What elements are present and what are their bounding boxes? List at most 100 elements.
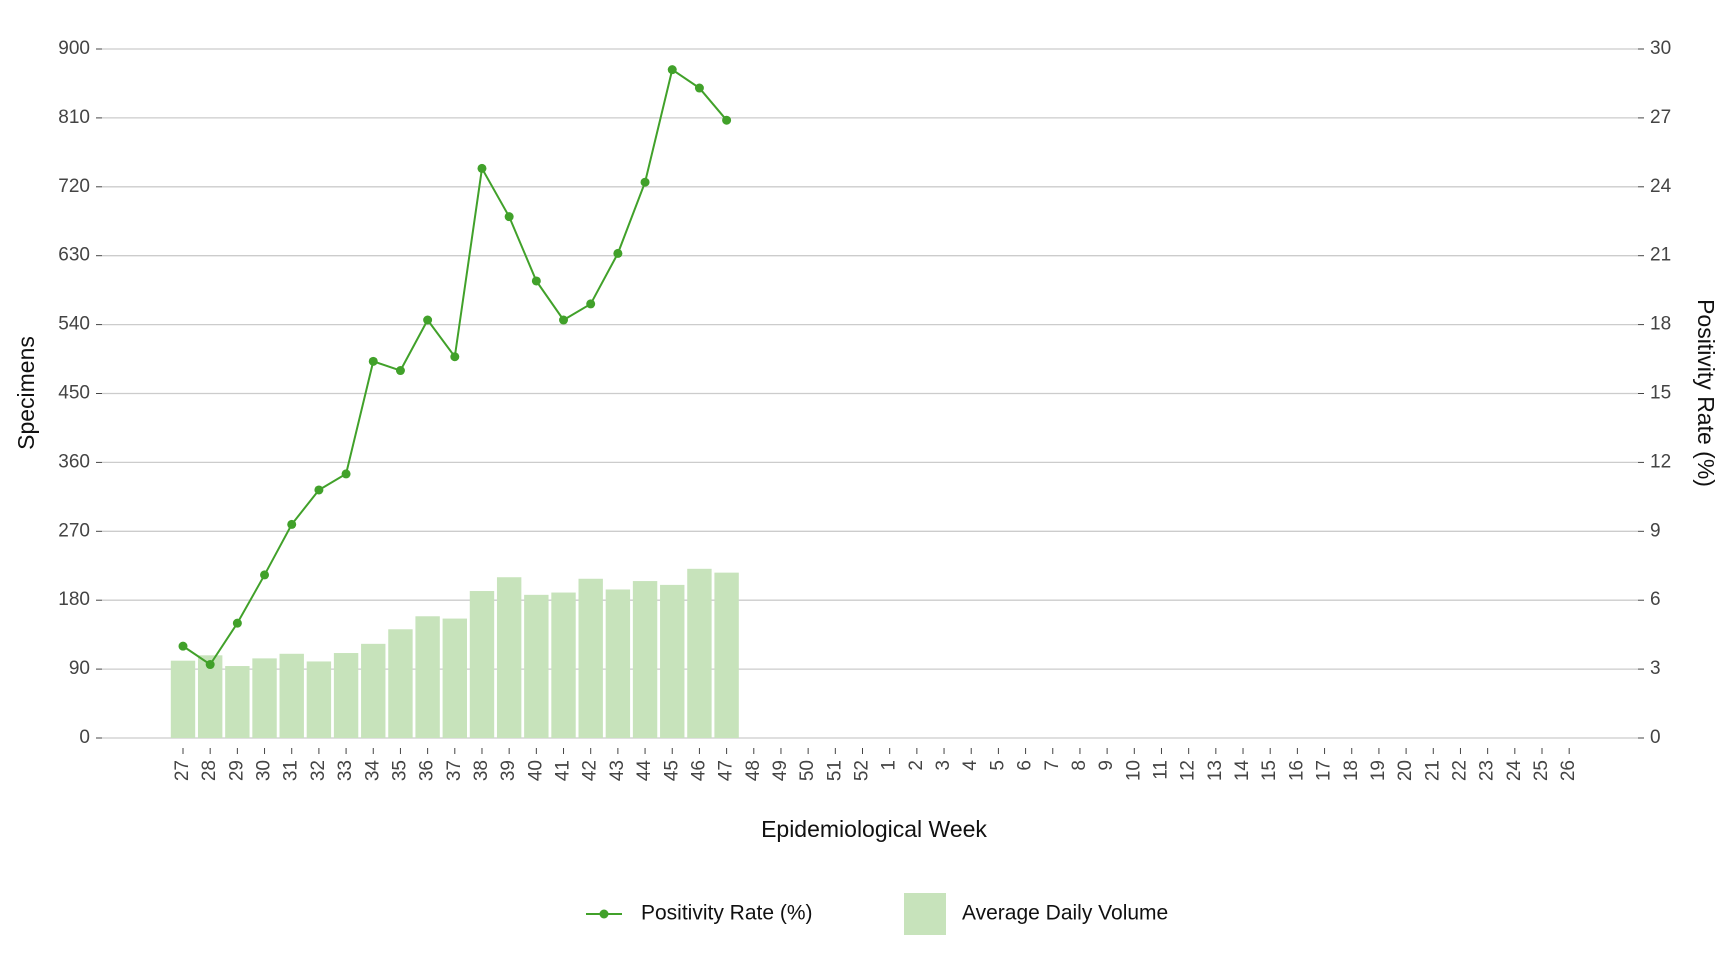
x-tick-label: 41: [553, 760, 574, 781]
y2-tick-label: 24: [1650, 176, 1672, 197]
y-tick-label: 180: [58, 589, 90, 610]
x-tick-label: 10: [1123, 760, 1144, 781]
bar: [714, 572, 739, 738]
x-tick-label: 31: [281, 760, 302, 781]
x-tick-label: 6: [1015, 760, 1036, 771]
x-tick-label: 16: [1286, 760, 1307, 781]
bar: [415, 616, 440, 738]
y-tick-label: 90: [69, 658, 90, 679]
y-tick-label: 0: [79, 727, 90, 748]
y2-tick-label: 6: [1650, 589, 1661, 610]
point: [368, 356, 378, 366]
x-tick-label: 3: [933, 760, 954, 771]
x-tick-label: 7: [1042, 760, 1063, 771]
x-tick-label: 34: [362, 760, 383, 782]
x-tick-label: 25: [1531, 760, 1552, 781]
y-tick-label: 720: [58, 176, 90, 197]
y2-tick-label: 3: [1650, 658, 1661, 679]
point: [450, 352, 460, 362]
x-tick-label: 29: [226, 760, 247, 781]
x-tick-label: 32: [308, 760, 329, 781]
bar: [252, 658, 277, 738]
y-axis-title: Specimens: [13, 336, 39, 450]
x-tick-label: 22: [1449, 760, 1470, 781]
point: [504, 212, 514, 222]
y-tick-label: 630: [58, 245, 90, 266]
bar: [632, 581, 658, 738]
point: [586, 299, 596, 309]
x-tick-label: 45: [661, 760, 682, 781]
x-tick-label: 4: [960, 760, 981, 771]
point: [232, 618, 242, 628]
x-tick-label: 18: [1341, 760, 1362, 781]
x-tick-label: 49: [770, 760, 791, 781]
point: [613, 248, 623, 258]
y2-tick-label: 15: [1650, 383, 1671, 404]
point: [395, 366, 405, 376]
y2-tick-label: 30: [1650, 38, 1671, 59]
x-tick-label: 14: [1232, 760, 1253, 782]
legend-label: Positivity Rate (%): [641, 902, 813, 925]
y2-tick-label: 27: [1650, 107, 1671, 128]
x-tick-label: 5: [987, 760, 1008, 771]
legend-swatch: [904, 893, 946, 935]
y-tick-label: 270: [58, 520, 90, 541]
x-tick-label: 38: [471, 760, 492, 781]
x-tick-label: 13: [1205, 760, 1226, 781]
point: [477, 163, 487, 173]
x-tick-label: 2: [906, 760, 927, 771]
point: [640, 177, 650, 187]
x-tick-label: 27: [172, 760, 193, 781]
point: [531, 276, 541, 286]
x-tick-label: 23: [1477, 760, 1498, 781]
point: [667, 65, 677, 75]
x-tick-label: 42: [580, 760, 601, 781]
bar: [197, 655, 223, 738]
x-tick-label: 51: [824, 760, 845, 781]
point: [423, 315, 433, 325]
x-axis-title: Epidemiological Week: [761, 816, 987, 842]
x-tick-label: 37: [444, 760, 465, 781]
x-tick-label: 21: [1422, 760, 1443, 781]
x-tick-label: 48: [743, 760, 764, 781]
x-tick-label: 33: [335, 760, 356, 781]
point: [314, 485, 324, 495]
x-tick-label: 46: [688, 760, 709, 781]
bar: [524, 594, 549, 738]
point: [694, 83, 704, 93]
x-tick-label: 50: [797, 760, 818, 781]
bar: [469, 591, 495, 738]
bar: [605, 589, 631, 738]
x-tick-label: 24: [1504, 760, 1525, 782]
x-tick-label: 47: [716, 760, 737, 781]
x-tick-label: 20: [1395, 760, 1416, 781]
y2-tick-label: 9: [1650, 520, 1661, 541]
x-tick-label: 44: [634, 760, 655, 782]
bar: [361, 643, 386, 738]
bar: [442, 618, 467, 738]
point: [722, 115, 732, 125]
x-tick-label: 9: [1096, 760, 1117, 771]
x-tick-label: 1: [879, 760, 900, 771]
legend-label: Average Daily Volume: [962, 902, 1168, 925]
x-tick-label: 40: [525, 760, 546, 781]
point: [341, 469, 351, 479]
y-tick-label: 810: [58, 107, 90, 128]
bar: [333, 653, 359, 738]
y2-tick-label: 18: [1650, 314, 1671, 335]
x-tick-label: 19: [1368, 760, 1389, 781]
bar: [306, 661, 332, 738]
bar: [388, 629, 413, 738]
legend-point: [599, 909, 609, 919]
bar: [660, 584, 685, 738]
x-tick-label: 39: [498, 760, 519, 781]
bar: [170, 660, 196, 738]
x-tick-label: 35: [389, 760, 410, 781]
x-tick-label: 17: [1314, 760, 1335, 781]
y-tick-label: 360: [58, 451, 90, 472]
point: [205, 660, 215, 670]
bar: [225, 666, 250, 738]
y2-axis-title: Positivity Rate (%): [1693, 299, 1719, 487]
y-tick-label: 900: [58, 38, 90, 59]
